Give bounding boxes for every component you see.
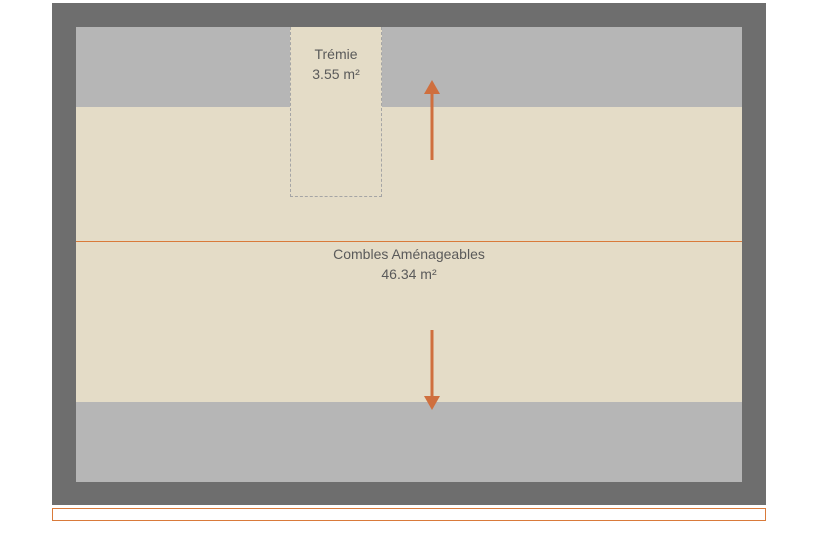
- main-room-label: Combles Aménageables 46.34 m²: [76, 245, 742, 284]
- gray-band-bottom: [76, 402, 742, 482]
- gray-band-top: [76, 27, 742, 107]
- white-strip: [52, 508, 766, 521]
- ridge-line: [76, 241, 742, 242]
- tremie-name: Trémie: [314, 46, 357, 62]
- main-room-name: Combles Aménageables: [333, 246, 485, 262]
- tremie-area: 3.55 m²: [312, 66, 359, 82]
- main-room-area: 46.34 m²: [381, 266, 436, 282]
- floor-plan-canvas: Trémie 3.55 m² Combles Aménageables 46.3…: [0, 0, 815, 550]
- tremie-label: Trémie 3.55 m²: [290, 45, 382, 84]
